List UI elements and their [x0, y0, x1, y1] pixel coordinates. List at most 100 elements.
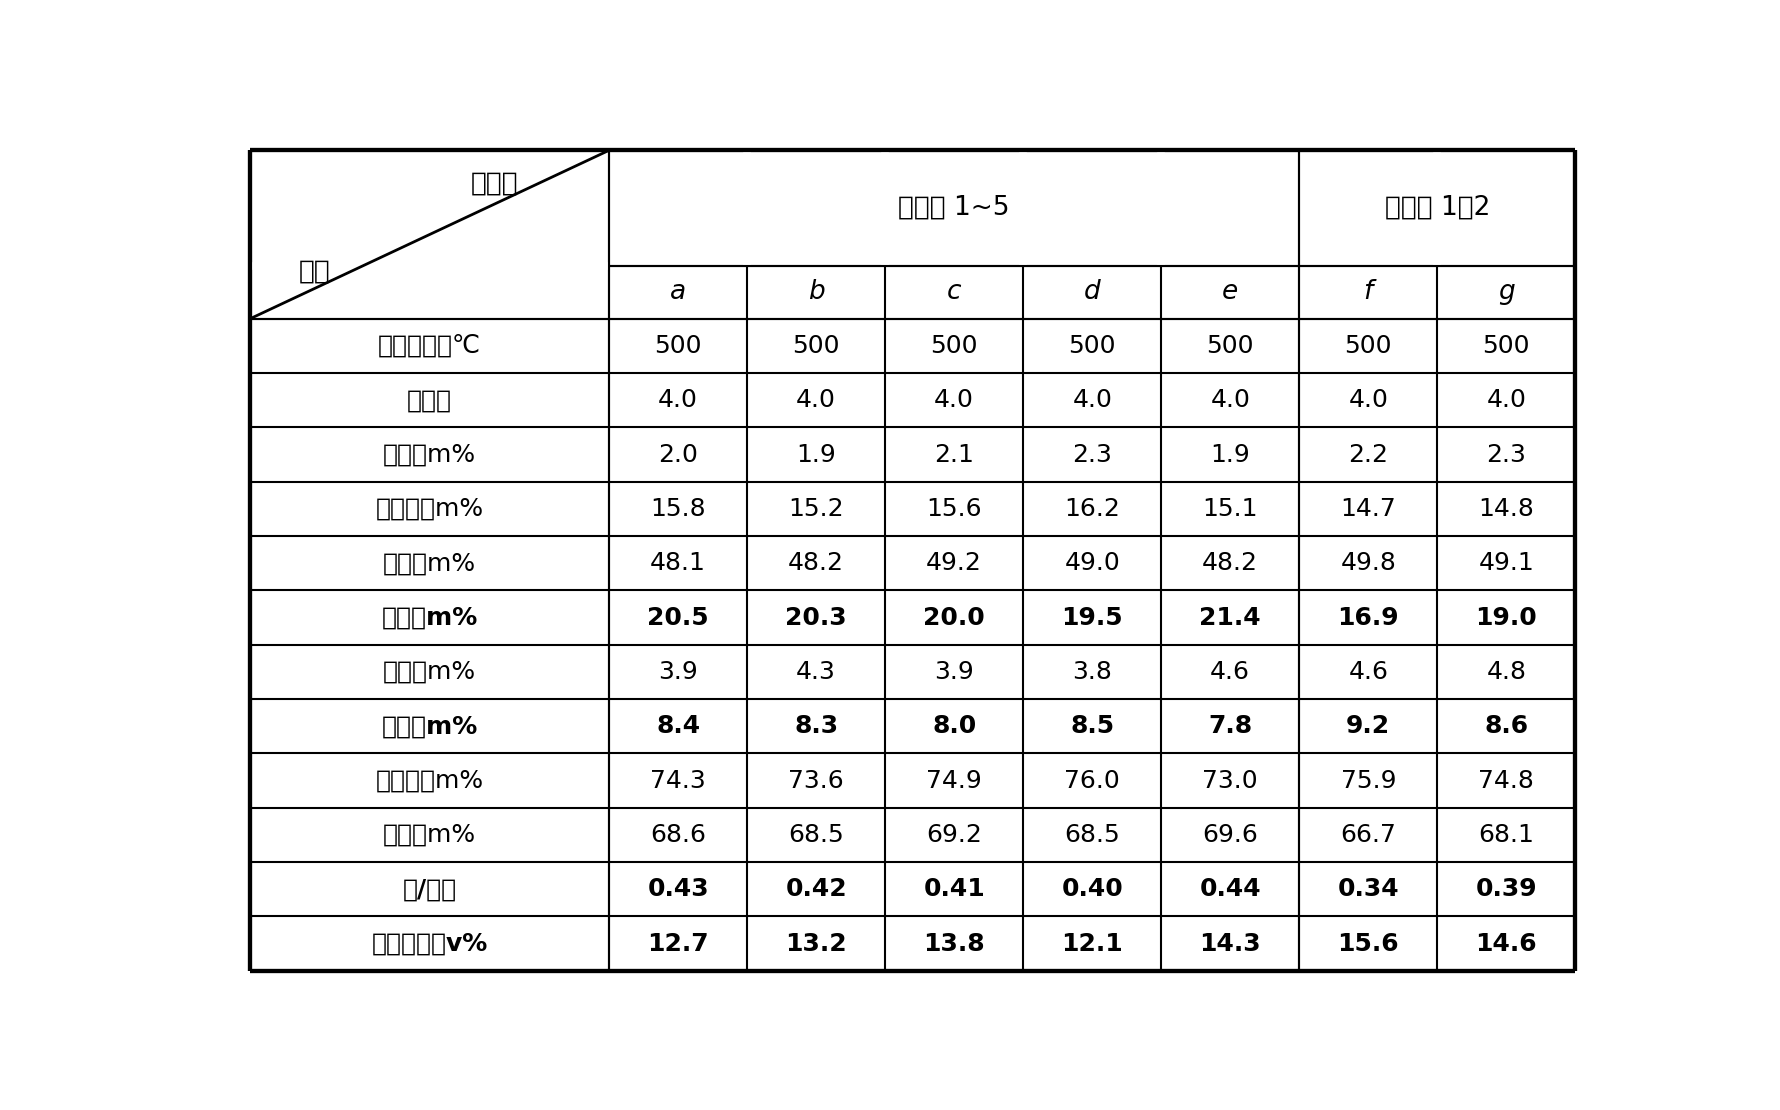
Text: 14.6: 14.6	[1474, 931, 1536, 956]
Text: 4.0: 4.0	[796, 388, 835, 412]
Text: 实施例 1~5: 实施例 1~5	[897, 195, 1009, 221]
Text: 49.0: 49.0	[1064, 552, 1120, 575]
Text: 8.5: 8.5	[1070, 714, 1114, 738]
Text: 20.5: 20.5	[646, 606, 708, 629]
Text: 9.2: 9.2	[1346, 714, 1390, 738]
Text: 19.0: 19.0	[1474, 606, 1536, 629]
Text: 13.8: 13.8	[922, 931, 984, 956]
Text: 49.1: 49.1	[1477, 552, 1533, 575]
Text: 12.1: 12.1	[1061, 931, 1123, 956]
Text: 500: 500	[653, 334, 701, 357]
Text: 16.2: 16.2	[1064, 497, 1120, 521]
Text: 74.8: 74.8	[1477, 768, 1533, 793]
Text: 0.41: 0.41	[922, 877, 984, 901]
Text: 48.2: 48.2	[789, 552, 844, 575]
Text: 73.0: 73.0	[1202, 768, 1257, 793]
Text: 68.1: 68.1	[1477, 823, 1533, 847]
Text: 项目: 项目	[299, 259, 331, 284]
Text: 15.6: 15.6	[1337, 931, 1399, 956]
Text: f: f	[1363, 280, 1372, 305]
Text: 68.6: 68.6	[650, 823, 705, 847]
Text: 74.9: 74.9	[926, 768, 981, 793]
Text: 21.4: 21.4	[1198, 606, 1260, 629]
Text: b: b	[808, 280, 824, 305]
Text: 2.2: 2.2	[1347, 443, 1387, 466]
Text: 重油，m%: 重油，m%	[383, 660, 475, 684]
Text: 0.42: 0.42	[785, 877, 847, 901]
Text: 柴/汽比: 柴/汽比	[402, 877, 456, 901]
Text: 反应温度，℃: 反应温度，℃	[377, 334, 481, 357]
Text: 68.5: 68.5	[789, 823, 844, 847]
Text: c: c	[947, 280, 961, 305]
Text: 汽油烯烃，v%: 汽油烯烃，v%	[372, 931, 488, 956]
Text: 15.2: 15.2	[789, 497, 844, 521]
Text: e: e	[1221, 280, 1237, 305]
Text: 3.9: 3.9	[934, 660, 974, 684]
Text: 4.0: 4.0	[659, 388, 698, 412]
Text: 75.9: 75.9	[1340, 768, 1396, 793]
Text: g: g	[1497, 280, 1513, 305]
Text: 500: 500	[1068, 334, 1116, 357]
Text: 2.1: 2.1	[934, 443, 974, 466]
Text: 焦炭，m%: 焦炭，m%	[381, 714, 477, 738]
Text: 柴油，m%: 柴油，m%	[381, 606, 477, 629]
Text: 500: 500	[1205, 334, 1253, 357]
Text: 3.9: 3.9	[659, 660, 698, 684]
Text: 4.0: 4.0	[1486, 388, 1525, 412]
Text: 对比例 1、2: 对比例 1、2	[1383, 195, 1490, 221]
Text: 4.0: 4.0	[1072, 388, 1111, 412]
Text: 0.34: 0.34	[1337, 877, 1399, 901]
Text: 4.3: 4.3	[796, 660, 835, 684]
Text: 0.39: 0.39	[1474, 877, 1536, 901]
Text: 15.6: 15.6	[926, 497, 981, 521]
Text: 4.6: 4.6	[1347, 660, 1387, 684]
Text: 8.4: 8.4	[655, 714, 700, 738]
Text: a: a	[669, 280, 685, 305]
Text: 1.9: 1.9	[796, 443, 835, 466]
Text: 液化气，m%: 液化气，m%	[376, 497, 484, 521]
Text: 69.2: 69.2	[926, 823, 981, 847]
Text: 8.6: 8.6	[1483, 714, 1527, 738]
Text: 0.43: 0.43	[646, 877, 708, 901]
Text: 48.2: 48.2	[1202, 552, 1257, 575]
Text: 16.9: 16.9	[1337, 606, 1399, 629]
Text: 干气，m%: 干气，m%	[383, 443, 475, 466]
Text: 15.8: 15.8	[650, 497, 705, 521]
Text: 2.3: 2.3	[1072, 443, 1111, 466]
Text: 4.8: 4.8	[1486, 660, 1525, 684]
Text: 8.0: 8.0	[931, 714, 975, 738]
Text: 14.7: 14.7	[1340, 497, 1396, 521]
Text: 轻收，m%: 轻收，m%	[383, 823, 475, 847]
Text: 19.5: 19.5	[1061, 606, 1123, 629]
Text: 2.3: 2.3	[1486, 443, 1525, 466]
Text: 69.6: 69.6	[1202, 823, 1257, 847]
Text: 13.2: 13.2	[785, 931, 847, 956]
Text: d: d	[1084, 280, 1100, 305]
Text: 3.8: 3.8	[1072, 660, 1111, 684]
Text: 转化率，m%: 转化率，m%	[376, 768, 484, 793]
Text: 1.9: 1.9	[1210, 443, 1250, 466]
Text: 4.6: 4.6	[1210, 660, 1250, 684]
Text: 500: 500	[1344, 334, 1392, 357]
Text: 剂油比: 剂油比	[408, 388, 452, 412]
Text: 4.0: 4.0	[1210, 388, 1250, 412]
Text: 催化剂: 催化剂	[470, 171, 518, 196]
Text: 500: 500	[1481, 334, 1529, 357]
Text: 49.8: 49.8	[1340, 552, 1396, 575]
Text: 74.3: 74.3	[650, 768, 705, 793]
Text: 14.3: 14.3	[1198, 931, 1260, 956]
Text: 0.40: 0.40	[1061, 877, 1123, 901]
Text: 汽油，m%: 汽油，m%	[383, 552, 475, 575]
Text: 500: 500	[929, 334, 977, 357]
Text: 7.8: 7.8	[1207, 714, 1251, 738]
Text: 15.1: 15.1	[1202, 497, 1257, 521]
Text: 14.8: 14.8	[1477, 497, 1533, 521]
Text: 68.5: 68.5	[1064, 823, 1120, 847]
Text: 8.3: 8.3	[794, 714, 838, 738]
Text: 20.0: 20.0	[922, 606, 984, 629]
Text: 0.44: 0.44	[1198, 877, 1260, 901]
Text: 4.0: 4.0	[1347, 388, 1387, 412]
Text: 49.2: 49.2	[926, 552, 981, 575]
Text: 500: 500	[792, 334, 840, 357]
Text: 73.6: 73.6	[789, 768, 844, 793]
